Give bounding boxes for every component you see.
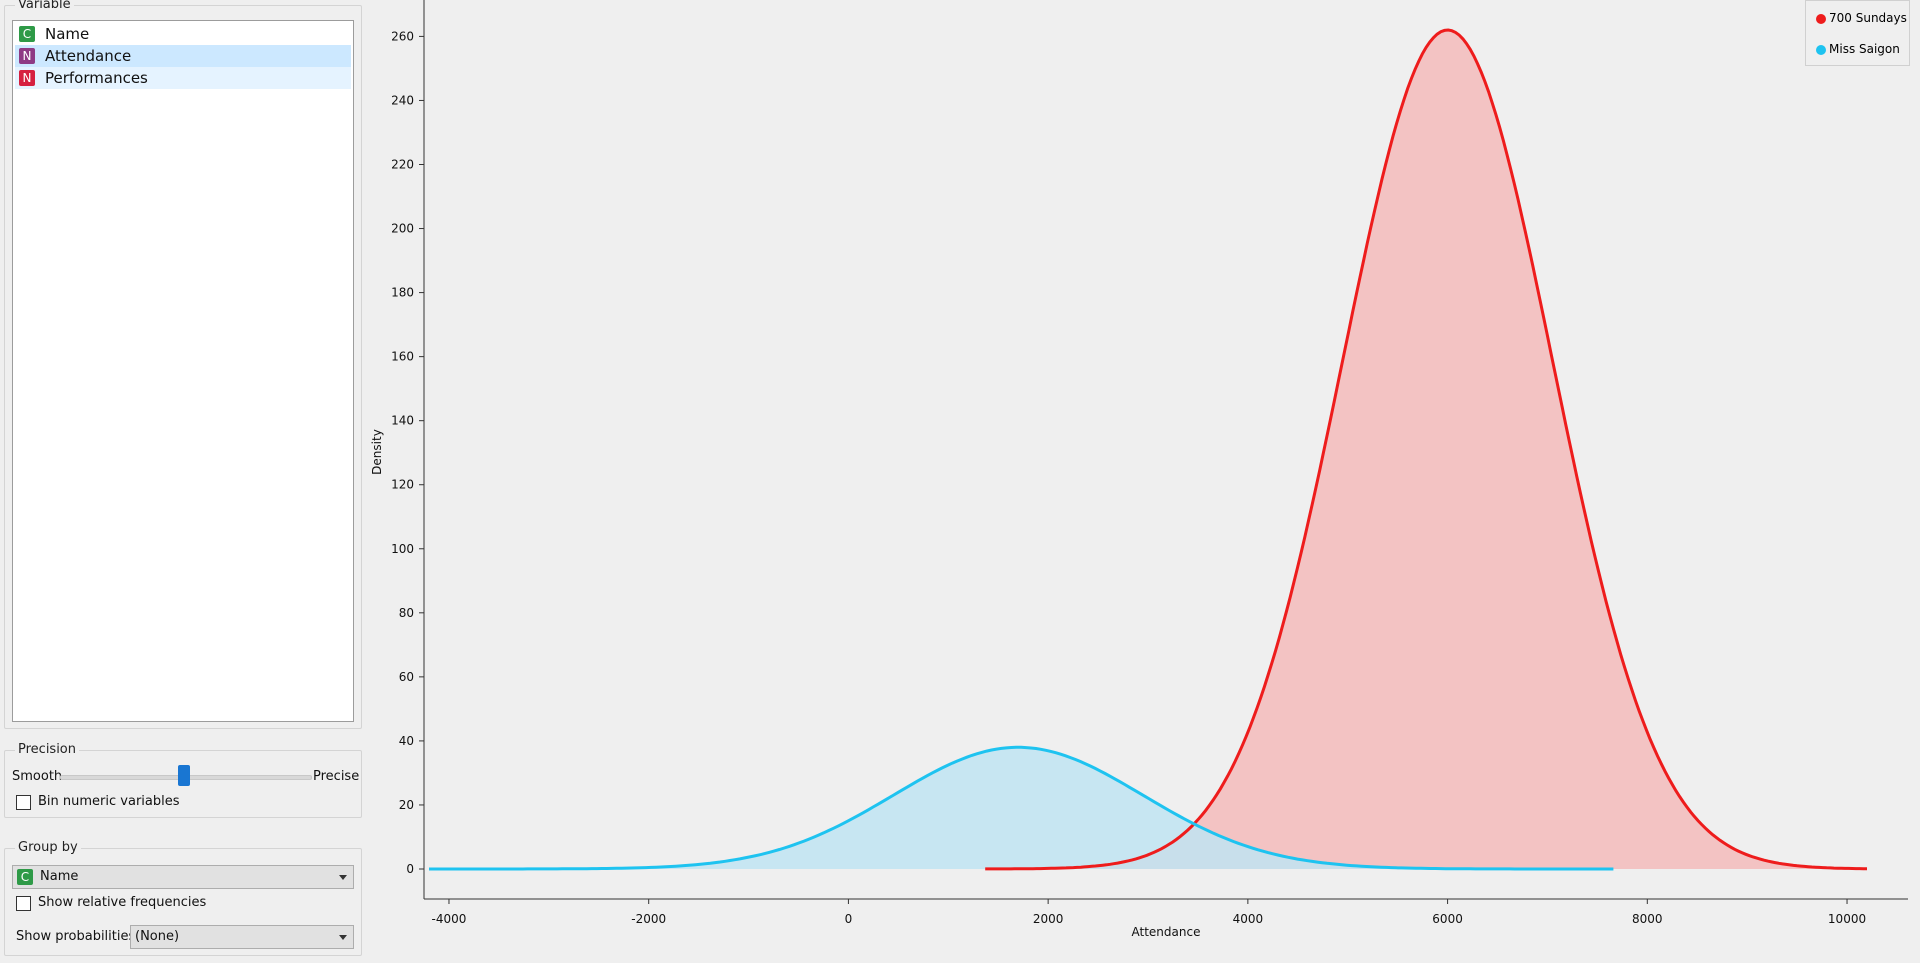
- show-probabilities-value: (None): [135, 929, 180, 944]
- categorical-icon: C: [19, 26, 35, 42]
- precision-group: [4, 750, 362, 818]
- legend-label: 700 Sundays: [1829, 11, 1907, 25]
- density-chart: 0 20 40 60 80 100 120 140 160 180 200 220 240 260 -400…: [370, 0, 1908, 939]
- smooth-label: Smooth: [12, 769, 63, 784]
- y-tick-label: 220: [391, 157, 414, 171]
- x-tick-label: 8000: [1632, 912, 1663, 926]
- y-tick-label: 0: [406, 862, 414, 876]
- x-tick-label: 4000: [1233, 912, 1264, 926]
- categorical-icon: C: [17, 869, 33, 885]
- legend-label: Miss Saigon: [1829, 42, 1900, 56]
- bin-numeric-checkbox[interactable]: [16, 795, 31, 810]
- group-by-value: Name: [40, 869, 79, 884]
- relative-frequencies-label: Show relative frequencies: [38, 895, 207, 910]
- x-tick-label: 6000: [1432, 912, 1463, 926]
- y-tick-label: 160: [391, 350, 414, 364]
- x-tick-label: 0: [845, 912, 853, 926]
- y-tick-label: 80: [399, 606, 414, 620]
- y-tick-label: 200: [391, 222, 414, 236]
- y-tick-label: 180: [391, 286, 414, 300]
- precise-label: Precise: [313, 769, 360, 784]
- line-miss-saigon: [429, 745, 1614, 871]
- variable-item-label: Attendance: [45, 47, 132, 65]
- show-probabilities-select[interactable]: (None): [130, 925, 354, 949]
- area-miss-saigon: [429, 747, 1614, 869]
- group-by-title: Group by: [15, 840, 81, 855]
- legend[interactable]: 700 Sundays Miss Saigon: [1805, 0, 1910, 66]
- group-by-group: [4, 848, 362, 956]
- y-tick-label: 60: [399, 670, 414, 684]
- chevron-down-icon: [339, 875, 347, 880]
- bin-numeric-label: Bin numeric variables: [38, 794, 180, 809]
- group-by-select[interactable]: C Name: [12, 865, 354, 889]
- relative-frequencies-checkbox[interactable]: [16, 896, 31, 911]
- line-700-sundays: [985, 28, 1867, 871]
- variable-list[interactable]: C Name N Attendance N Performances: [12, 20, 354, 722]
- show-probabilities-label: Show probabilities:: [16, 929, 140, 944]
- y-tick-label: 100: [391, 542, 414, 556]
- chevron-down-icon: [339, 935, 347, 940]
- variable-item-label: Performances: [45, 69, 148, 87]
- variable-item-name[interactable]: C Name: [15, 23, 351, 45]
- x-tick-label: -2000: [631, 912, 666, 926]
- x-axis-label: Attendance: [1132, 925, 1201, 939]
- y-tick-label: 240: [391, 93, 414, 107]
- variable-item-label: Name: [45, 25, 90, 43]
- area-700-sundays: [985, 30, 1867, 869]
- y-tick-label: 20: [399, 798, 414, 812]
- control-panel: Variable C Name N Attendance N Performan…: [0, 0, 366, 963]
- precision-slider-handle[interactable]: [178, 765, 190, 786]
- numeric-icon: N: [19, 48, 35, 64]
- variable-item-attendance[interactable]: N Attendance: [15, 45, 351, 67]
- variable-group-title: Variable: [15, 0, 74, 12]
- y-tick-label: 40: [399, 734, 414, 748]
- y-tick-label: 140: [391, 414, 414, 428]
- variable-item-performances[interactable]: N Performances: [15, 67, 351, 89]
- x-tick-label: -4000: [432, 912, 467, 926]
- legend-swatch: [1816, 14, 1826, 24]
- y-tick-label: 260: [391, 29, 414, 43]
- precision-group-title: Precision: [15, 742, 80, 757]
- x-tick-label: 2000: [1033, 912, 1064, 926]
- legend-swatch: [1816, 45, 1826, 55]
- variable-group: Variable C Name N Attendance N Performan…: [4, 0, 362, 729]
- y-tick-label: 120: [391, 478, 414, 492]
- x-tick-label: 10000: [1828, 912, 1866, 926]
- y-axis-label: Density: [370, 429, 384, 475]
- numeric-icon: N: [19, 70, 35, 86]
- distribution-plot[interactable]: 0 20 40 60 80 100 120 140 160 180 200 220 240 260 -400…: [366, 0, 1920, 963]
